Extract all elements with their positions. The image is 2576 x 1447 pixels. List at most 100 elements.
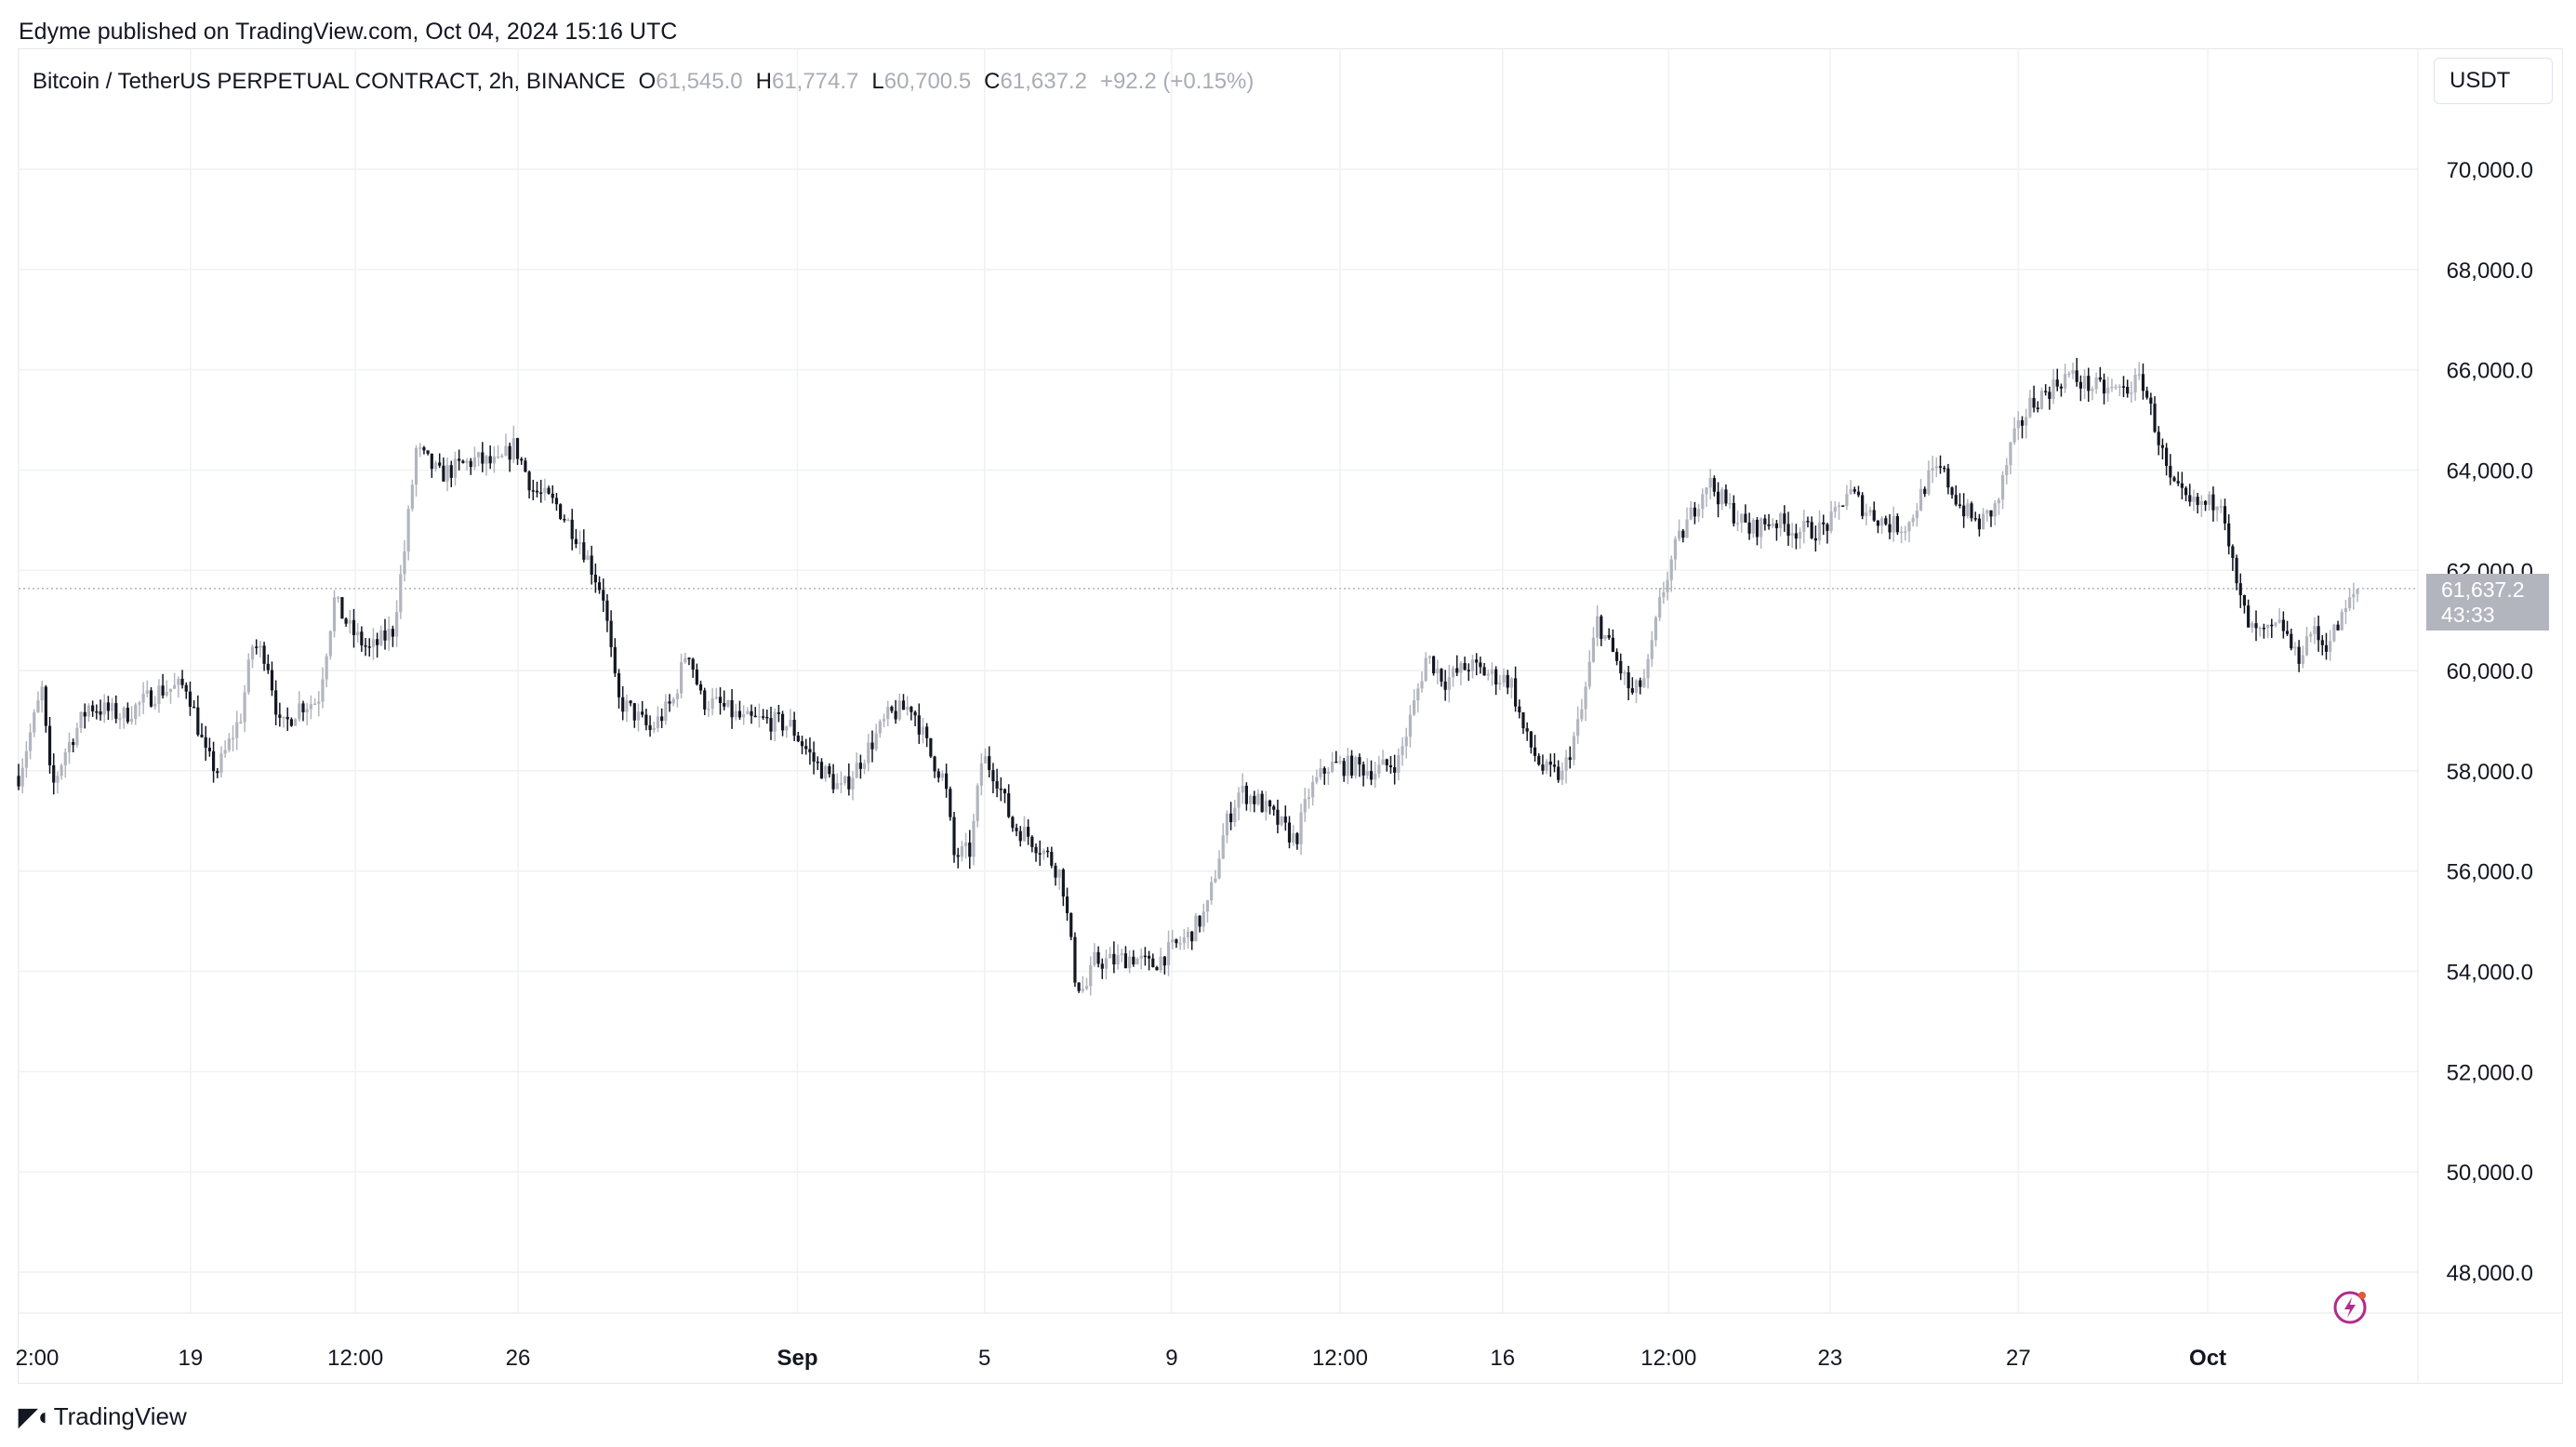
candle: [216, 767, 219, 778]
candle: [531, 479, 535, 500]
candle: [1560, 762, 1564, 786]
candle: [1299, 803, 1303, 856]
candle: [2094, 372, 2098, 394]
candle: [1946, 463, 1950, 495]
candle: [1728, 493, 1732, 510]
candle: [511, 425, 515, 464]
candle: [1135, 957, 1139, 965]
candle: [352, 608, 356, 648]
candle: [2055, 368, 2059, 392]
candle: [1899, 525, 1904, 543]
candle: [547, 485, 551, 495]
candle: [1065, 887, 1069, 922]
candle: [2254, 610, 2258, 642]
candle: [2317, 615, 2320, 652]
candle: [184, 682, 188, 699]
currency-button[interactable]: USDT: [2434, 58, 2553, 104]
candle: [2332, 623, 2336, 643]
candle: [1740, 513, 1744, 533]
candle: [691, 657, 695, 678]
candle: [1747, 512, 1751, 540]
candle: [1790, 523, 1794, 549]
candle: [2196, 493, 2199, 514]
candle: [56, 771, 60, 794]
candle: [664, 694, 668, 725]
candle: [438, 453, 442, 469]
lightning-icon[interactable]: [2331, 1288, 2369, 1325]
candle: [1708, 469, 1712, 500]
candle: [2130, 381, 2133, 404]
candle: [1081, 976, 1084, 993]
candle: [481, 442, 485, 472]
candle: [1833, 501, 1837, 518]
candle: [554, 492, 559, 511]
y-tick-label: 48,000.0: [2447, 1261, 2533, 1286]
candle: [1548, 753, 1552, 777]
candle: [1662, 581, 1666, 604]
candle: [465, 458, 469, 471]
candle: [1557, 760, 1560, 783]
candle: [1962, 493, 1966, 528]
y-tick-label: 50,000.0: [2447, 1161, 2533, 1186]
candle: [28, 723, 33, 760]
candle: [1865, 503, 1868, 525]
candle: [1720, 486, 1724, 511]
candle: [500, 453, 504, 458]
candle: [1069, 912, 1073, 941]
candle: [1015, 823, 1018, 837]
candle: [675, 688, 679, 708]
candle: [968, 830, 972, 870]
symbol-title[interactable]: Bitcoin / TetherUS PERPETUAL CONTRACT, 2…: [33, 69, 626, 94]
change-value: +92.2 (+0.15%): [1099, 69, 1255, 94]
candle: [870, 730, 874, 763]
candle: [223, 740, 227, 758]
candle: [718, 687, 723, 715]
brand-footer[interactable]: ◤◖ TradingView: [19, 1402, 187, 1431]
close-value: 61,637.2: [1000, 69, 1087, 94]
candle: [1576, 706, 1580, 744]
candle: [1966, 498, 1970, 519]
candle: [161, 673, 165, 699]
candle: [2199, 495, 2203, 517]
candle: [2242, 594, 2247, 614]
candle: [1093, 943, 1096, 967]
candle: [2180, 471, 2184, 500]
candle: [629, 699, 632, 707]
x-tick-label: 12:00: [327, 1346, 383, 1371]
candle: [773, 708, 777, 742]
candle: [2106, 376, 2110, 403]
candle: [1166, 930, 1171, 976]
candle: [2262, 623, 2265, 639]
candle: [1938, 455, 1943, 474]
candle: [515, 437, 520, 466]
candle: [1845, 485, 1849, 511]
candle: [1993, 500, 1997, 526]
bar-countdown: 43:33: [2441, 603, 2495, 627]
candle: [906, 696, 910, 716]
candle: [33, 709, 36, 737]
candle: [1322, 766, 1326, 785]
candle: [496, 445, 500, 459]
candle: [2048, 386, 2052, 410]
candle: [1876, 520, 1880, 534]
candle: [539, 479, 543, 503]
candle: [1007, 784, 1011, 818]
candle: [376, 632, 379, 658]
candle: [1763, 514, 1767, 531]
candle: [246, 653, 250, 696]
candle: [1225, 810, 1229, 843]
candle: [1997, 498, 2000, 515]
candle: [1630, 677, 1634, 695]
candle: [1397, 748, 1401, 781]
candle: [383, 618, 387, 650]
candle: [1408, 705, 1413, 748]
candle: [298, 691, 301, 723]
candle: [193, 699, 196, 709]
candle: [886, 700, 890, 726]
x-tick-label: 12:00: [1312, 1346, 1368, 1371]
candle: [1798, 527, 1802, 549]
candle: [239, 713, 243, 724]
candle: [897, 693, 901, 722]
candle: [1233, 799, 1237, 827]
